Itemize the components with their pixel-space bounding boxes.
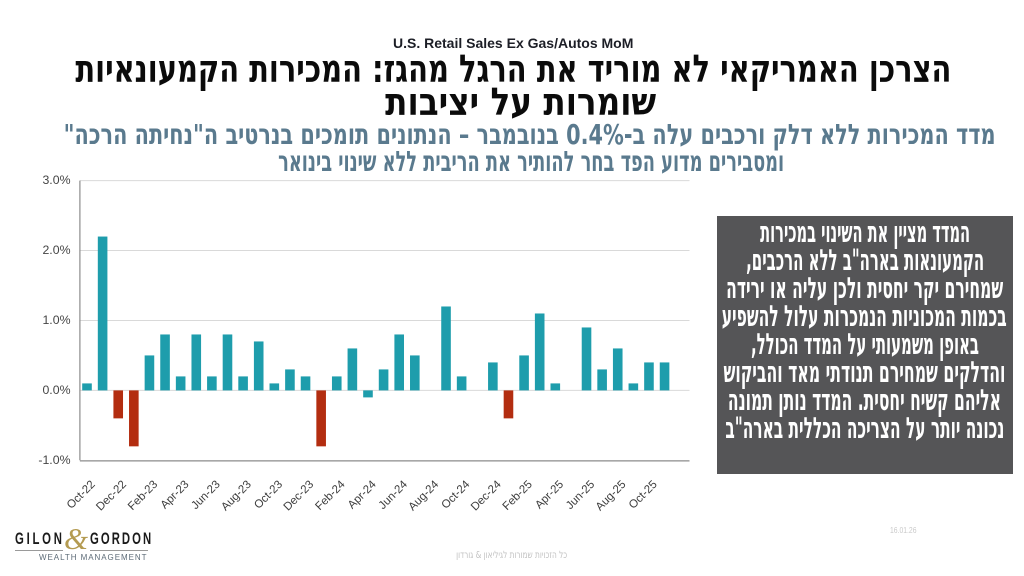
svg-text:Jun-24: Jun-24	[377, 478, 411, 512]
svg-text:Dec-24: Dec-24	[469, 478, 504, 513]
svg-text:Aug-25: Aug-25	[594, 479, 629, 514]
svg-text:Dec-23: Dec-23	[282, 479, 317, 514]
svg-text:2.0%: 2.0%	[42, 243, 70, 257]
svg-text:Feb-25: Feb-25	[501, 479, 535, 513]
svg-text:Oct-25: Oct-25	[627, 479, 660, 512]
svg-text:3.0%: 3.0%	[42, 173, 70, 187]
svg-text:Oct-23: Oct-23	[252, 479, 285, 512]
svg-text:Apr-25: Apr-25	[533, 479, 566, 512]
svg-text:Aug-23: Aug-23	[219, 479, 254, 514]
svg-text:1.0%: 1.0%	[42, 313, 70, 327]
svg-text:Oct-22: Oct-22	[65, 479, 98, 512]
svg-text:Apr-24: Apr-24	[346, 478, 379, 511]
svg-text:0.0%: 0.0%	[42, 383, 70, 397]
svg-text:Oct-24: Oct-24	[440, 478, 473, 511]
svg-text:Feb-24: Feb-24	[313, 478, 348, 513]
svg-text:Jun-23: Jun-23	[189, 479, 222, 512]
svg-text:Jun-25: Jun-25	[564, 479, 597, 512]
svg-text:Dec-22: Dec-22	[94, 479, 129, 514]
svg-text:Aug-24: Aug-24	[407, 478, 442, 513]
svg-text:Apr-23: Apr-23	[159, 479, 192, 512]
svg-text:Feb-23: Feb-23	[126, 479, 160, 513]
svg-text:-1.0%: -1.0%	[38, 453, 70, 467]
